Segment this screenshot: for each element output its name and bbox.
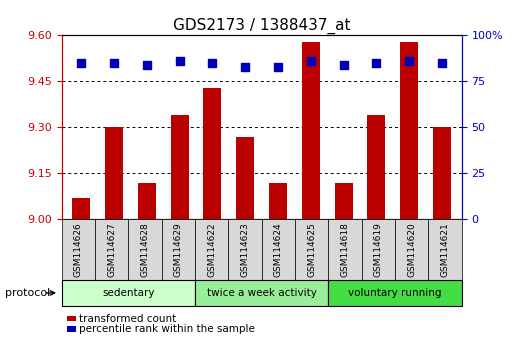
Bar — [269, 183, 287, 219]
Bar — [105, 127, 123, 219]
Point — [438, 60, 446, 66]
Text: voluntary running: voluntary running — [348, 288, 442, 298]
Point — [307, 58, 315, 64]
Text: GSM114621: GSM114621 — [441, 222, 449, 277]
Bar — [433, 127, 451, 219]
Text: transformed count: transformed count — [79, 314, 176, 324]
Bar — [400, 41, 418, 219]
Text: GSM114618: GSM114618 — [341, 222, 349, 277]
Bar — [367, 115, 385, 219]
Point — [110, 60, 118, 66]
Text: GSM114624: GSM114624 — [274, 222, 283, 277]
Bar — [138, 183, 156, 219]
Text: GSM114629: GSM114629 — [174, 222, 183, 277]
Point — [143, 62, 151, 68]
Point — [241, 64, 249, 69]
Bar — [302, 41, 320, 219]
Point — [340, 62, 348, 68]
Point — [274, 64, 282, 69]
Bar — [204, 87, 222, 219]
Bar — [334, 183, 352, 219]
Text: protocol: protocol — [5, 288, 50, 298]
Point — [372, 60, 381, 66]
Text: GSM114622: GSM114622 — [207, 222, 216, 277]
Text: GSM114623: GSM114623 — [241, 222, 249, 277]
Text: twice a week activity: twice a week activity — [207, 288, 317, 298]
Point — [208, 60, 216, 66]
Text: GSM114627: GSM114627 — [107, 222, 116, 277]
Text: GSM114626: GSM114626 — [74, 222, 83, 277]
Title: GDS2173 / 1388437_at: GDS2173 / 1388437_at — [173, 18, 350, 34]
Text: percentile rank within the sample: percentile rank within the sample — [79, 324, 255, 334]
Text: GSM114628: GSM114628 — [141, 222, 149, 277]
Point — [405, 58, 413, 64]
Point — [175, 58, 184, 64]
Bar — [236, 137, 254, 219]
Text: GSM114625: GSM114625 — [307, 222, 316, 277]
Text: GSM114620: GSM114620 — [407, 222, 416, 277]
Point — [77, 60, 85, 66]
Bar — [171, 115, 189, 219]
Text: sedentary: sedentary — [102, 288, 154, 298]
Text: GSM114619: GSM114619 — [374, 222, 383, 277]
Bar — [72, 198, 90, 219]
